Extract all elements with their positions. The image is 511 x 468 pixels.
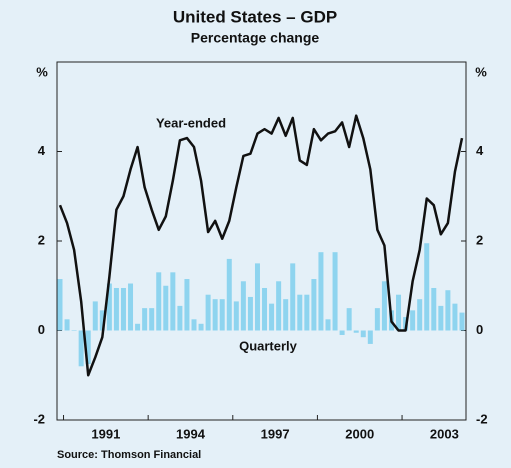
bar: [57, 279, 63, 331]
bar: [424, 243, 430, 331]
annotation: Year-ended: [156, 115, 226, 130]
bar: [113, 287, 119, 331]
x-tick-label: 2000: [345, 426, 374, 441]
bar: [438, 305, 444, 331]
bar: [106, 283, 112, 331]
bar: [233, 301, 239, 331]
bar: [276, 281, 282, 331]
bar: [92, 301, 98, 331]
bar: [367, 330, 373, 344]
bar: [332, 252, 338, 331]
bar: [459, 312, 465, 331]
bar: [177, 305, 183, 331]
bar: [64, 319, 70, 331]
x-tick-label: 1991: [91, 426, 120, 441]
bar: [128, 283, 134, 331]
bar: [170, 272, 176, 331]
bar: [410, 310, 416, 331]
bar: [396, 294, 402, 331]
bar: [163, 285, 169, 331]
bar: [149, 308, 155, 331]
y2-tick-label: 0: [476, 322, 483, 337]
bar: [283, 299, 289, 331]
bar: [254, 263, 260, 331]
bar: [381, 281, 387, 331]
source: Source: Thomson Financial: [57, 449, 201, 461]
y2-tick-label: 2: [476, 232, 483, 247]
plot-frame: [56, 61, 467, 421]
bar: [417, 299, 423, 331]
bar: [247, 296, 253, 331]
y-tick-label: 0: [38, 322, 45, 337]
bar: [156, 272, 162, 331]
bar: [240, 281, 246, 331]
bar: [346, 308, 352, 331]
x-tick-label: 1997: [261, 426, 290, 441]
bar: [120, 287, 126, 331]
y2-unit: %: [475, 64, 487, 79]
bar: [71, 330, 77, 331]
bar: [219, 299, 225, 331]
bar: [78, 330, 84, 367]
y2-tick-label: 4: [476, 143, 484, 158]
bar: [135, 323, 141, 331]
x-tick-label: 2003: [430, 426, 459, 441]
bar: [142, 308, 148, 331]
bar: [290, 263, 296, 331]
chart-title: United States – GDP: [173, 7, 337, 26]
bar: [445, 290, 451, 331]
bar: [360, 330, 366, 338]
bar: [262, 287, 268, 331]
bar: [212, 299, 218, 331]
chart-subtitle: Percentage change: [191, 30, 320, 46]
y-unit: %: [36, 64, 48, 79]
y-tick-label: 2: [38, 232, 45, 247]
bar: [374, 308, 380, 331]
y2-tick-label: -2: [476, 411, 488, 426]
bar: [318, 252, 324, 331]
bar: [191, 319, 197, 331]
bar: [304, 294, 310, 331]
bar: [198, 323, 204, 331]
bar: [85, 330, 91, 365]
bar: [297, 294, 303, 331]
y-tick-label: -2: [33, 411, 45, 426]
bar: [431, 287, 437, 331]
line: [58, 114, 464, 377]
bar: [353, 330, 359, 333]
x-tick-label: 1994: [176, 426, 206, 441]
bar: [269, 303, 275, 331]
bar: [325, 319, 331, 331]
bar: [226, 258, 232, 331]
bar: [452, 303, 458, 331]
bar: [99, 310, 105, 331]
bar: [205, 294, 211, 331]
bar: [311, 279, 317, 331]
bar: [184, 279, 190, 331]
bar: [339, 330, 345, 335]
annotation: Quarterly: [239, 338, 298, 353]
y-tick-label: 4: [38, 143, 46, 158]
